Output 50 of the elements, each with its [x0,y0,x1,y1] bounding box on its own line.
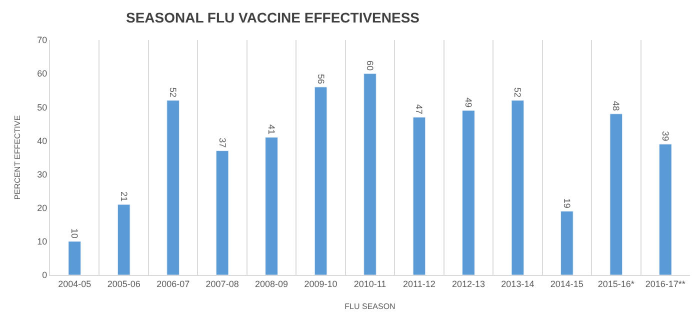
x-tick-label: 2012-13 [452,278,485,289]
x-tick-label: 2015-16* [598,278,635,289]
y-tick-label: 0 [42,270,48,280]
x-tick-label: 2016-17** [645,278,686,289]
x-tick-label: 2014-15 [550,278,584,289]
x-axis-title: FLU SEASON [344,302,396,311]
x-tick-label: 2007-08 [206,278,239,289]
x-tick-label: 2013-14 [501,278,534,289]
data-label: 21 [118,191,129,202]
y-tick-label: 40 [37,136,48,146]
x-tick-label: 2011-12 [403,278,436,289]
x-tick-label: 2008-09 [255,278,288,289]
data-label: 39 [660,131,670,142]
x-tick-label: 2009-10 [304,278,338,289]
bar [560,210,574,275]
data-label: 47 [414,104,424,114]
data-label: 60 [365,60,375,71]
x-tick-label: 2004-05 [58,278,92,289]
data-label: 49 [463,97,474,108]
data-label: 48 [611,100,622,111]
data-label: 52 [168,87,178,98]
data-label: 52 [512,87,523,98]
data-label: 41 [266,124,277,134]
x-tick-label: 2010-11 [354,278,386,289]
data-label: 56 [316,74,326,84]
bar [364,73,376,275]
bar [314,86,328,275]
y-tick-label: 30 [37,169,48,180]
bar [166,100,180,275]
y-tick-label: 50 [37,102,48,112]
bar [462,110,475,275]
bar [265,137,278,275]
y-axis-title: PERCENT EFFECTIVE [12,115,22,200]
bar [610,114,623,275]
y-tick-label: 10 [37,236,48,247]
data-label: 19 [562,198,572,208]
bar [412,116,426,275]
bar [216,150,229,275]
x-tick-label: 2006-07 [156,278,190,289]
bar [658,144,672,275]
y-tick-label: 20 [37,203,48,214]
data-label: 37 [217,138,228,148]
y-tick-label: 70 [37,35,48,46]
chart-title: SEASONAL FLU VACCINE EFFECTIVENESS [126,10,420,26]
data-label: 10 [70,228,80,238]
bar [511,100,524,275]
bar [117,204,130,275]
x-tick-label: 2005-06 [107,278,140,289]
bar [68,241,82,275]
y-tick-label: 60 [37,68,48,79]
